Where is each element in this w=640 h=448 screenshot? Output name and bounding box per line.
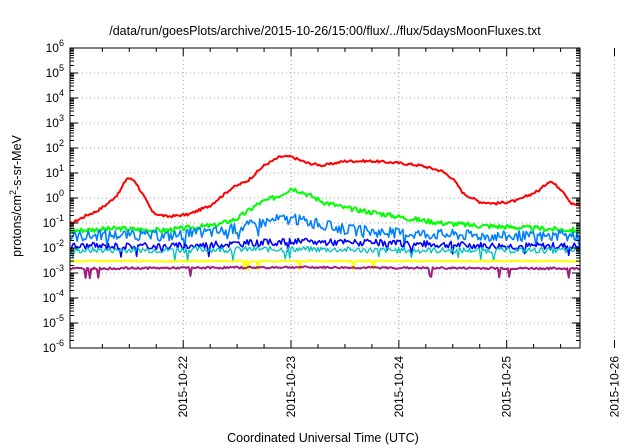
y-tick-label: 10-2: [43, 238, 64, 255]
y-tick-label: 101: [46, 163, 64, 180]
series-line-2: [69, 187, 581, 234]
chart-title: /data/run/goesPlots/archive/2015-10-26/1…: [109, 24, 541, 38]
x-tick-label: 2015-10-26: [608, 356, 622, 418]
y-tick-label: 100: [46, 188, 64, 205]
y-axis-label: protons/cm2-s-sr-MeV: [8, 134, 24, 256]
x-tick-label: 2015-10-25: [500, 356, 514, 418]
y-axis: 10-6 10-5 10-4 10-3 10-2 10-1 100 101 102 103 104 1…: [43, 38, 580, 355]
x-tick-label: 2015-10-22: [176, 356, 190, 418]
x-axis-label: Coordinated Universal Time (UTC): [227, 431, 419, 445]
y-tick-label: 105: [46, 63, 64, 80]
series-line-5: [69, 245, 581, 262]
series-line-6: [69, 259, 581, 271]
x-tick-label: 2015-10-24: [392, 356, 406, 418]
series-line-4: [69, 237, 581, 258]
y-tick-label: 103: [46, 113, 64, 130]
y-tick-label: 10-1: [43, 213, 64, 230]
series-line-7: [69, 265, 581, 280]
y-tick-label: 104: [46, 88, 64, 105]
y-tick-label: 102: [46, 138, 64, 155]
y-tick-label: 10-6: [43, 338, 64, 355]
x-axis: 2015-10-22 2015-10-23 2015-10-24 2015-10-25…: [101, 48, 622, 418]
y-tick-label: 10-3: [43, 263, 64, 280]
grid: [70, 48, 616, 348]
series-layer: [69, 154, 581, 280]
series-line-3: [69, 213, 581, 249]
y-tick-label: 106: [46, 38, 64, 55]
series-line-1: [69, 154, 581, 225]
y-tick-label: 10-4: [43, 288, 64, 305]
y-tick-label: 10-5: [43, 313, 64, 330]
x-tick-label: 2015-10-23: [284, 356, 298, 418]
